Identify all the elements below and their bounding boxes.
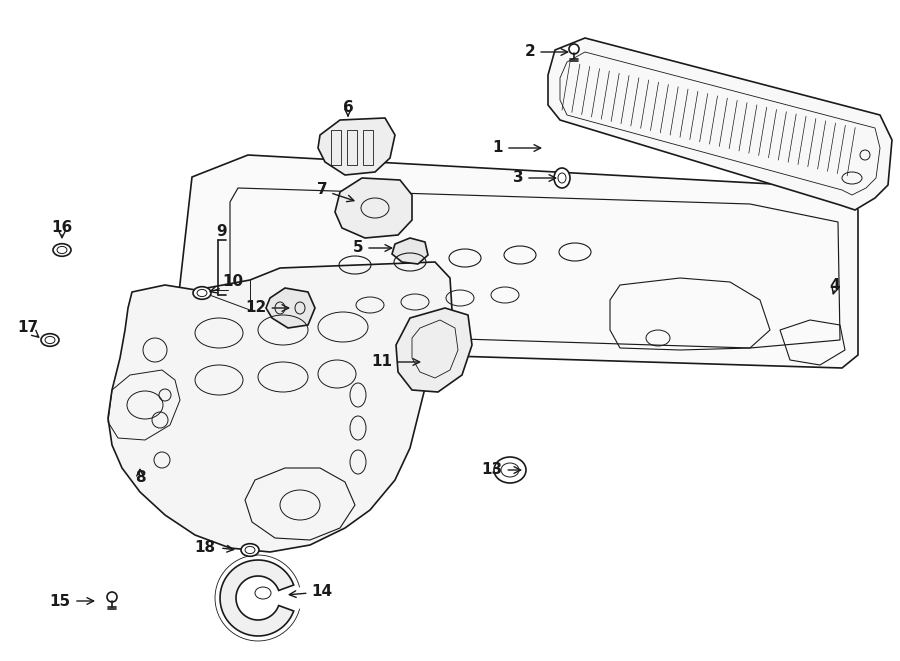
Text: 15: 15 [50,594,70,609]
Text: 7: 7 [317,182,354,202]
Text: 2: 2 [525,44,568,59]
Text: 6: 6 [343,100,354,116]
Text: 12: 12 [246,301,289,315]
Text: 5: 5 [353,241,392,256]
Ellipse shape [241,544,259,557]
Polygon shape [396,308,472,392]
Text: 1: 1 [493,141,541,155]
Ellipse shape [193,287,211,299]
Ellipse shape [569,44,579,54]
Text: 16: 16 [51,221,73,235]
Polygon shape [318,118,395,175]
Text: 10: 10 [222,274,243,290]
Ellipse shape [53,244,71,256]
Ellipse shape [41,334,59,346]
Ellipse shape [107,592,117,602]
Polygon shape [266,288,315,328]
Ellipse shape [494,457,526,483]
Polygon shape [108,262,452,552]
Text: 11: 11 [372,354,419,369]
Text: 3: 3 [513,171,555,186]
Polygon shape [335,178,412,238]
Text: 17: 17 [17,321,39,336]
Text: 8: 8 [135,471,145,485]
Polygon shape [392,238,428,264]
Text: 18: 18 [194,539,216,555]
Ellipse shape [554,168,570,188]
Polygon shape [175,155,858,368]
Text: 4: 4 [830,278,841,293]
Polygon shape [548,38,892,210]
Text: 9: 9 [217,225,228,239]
Text: 14: 14 [289,584,333,600]
Text: 13: 13 [482,463,521,477]
Polygon shape [220,560,293,636]
